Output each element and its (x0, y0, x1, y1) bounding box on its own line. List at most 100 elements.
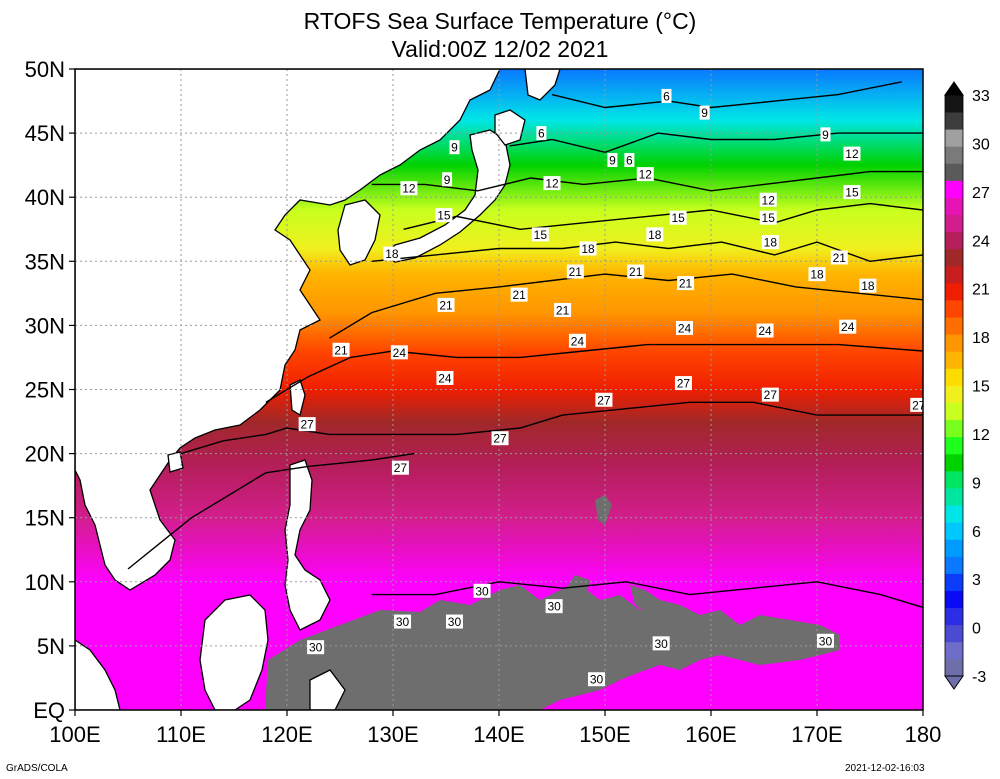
contour-label: 21 (679, 277, 693, 291)
contour-label-box (627, 264, 645, 279)
colorbar: -3 0 3 6 9 12 15 18 21 24 27 30 33 (944, 81, 990, 690)
x-tick-label: 170E (791, 722, 842, 747)
contour-label-box (449, 140, 460, 155)
contour-label: 30 (475, 584, 489, 598)
contour-label-box (588, 672, 606, 687)
colorbar-label: -3 (972, 669, 986, 686)
colorbar-swatch (945, 624, 963, 643)
contour-label-box (545, 599, 563, 614)
contour-label-box (491, 431, 509, 446)
contour-label-box (669, 210, 687, 225)
contour-label: 18 (581, 242, 595, 256)
warm-pool-patch (565, 575, 590, 605)
contour-label-box (761, 387, 779, 402)
contour-label-box (699, 105, 710, 120)
colorbar-swatch (945, 197, 963, 216)
grid-lines (75, 69, 923, 710)
colorbar-label: 27 (972, 185, 990, 202)
y-tick-label: 25N (25, 378, 65, 403)
contour-label: 27 (493, 432, 507, 446)
contour-label-box (676, 320, 693, 335)
colorbar-label: 21 (972, 282, 990, 299)
x-tick-label: 130E (367, 722, 418, 747)
y-tick-label: EQ (33, 698, 65, 723)
contour-label-box (843, 146, 861, 161)
y-tick-label: 10N (25, 570, 65, 595)
contour-label: 9 (701, 106, 708, 120)
contour-label: 30 (547, 600, 561, 614)
colorbar-swatch (945, 282, 963, 301)
x-tick-label: 110E (156, 722, 206, 747)
contour-label: 27 (597, 393, 611, 407)
colorbar-label: 6 (972, 524, 981, 541)
contour-label-box (579, 241, 597, 256)
contour-line-24 (265, 343, 923, 403)
contour-line-27 (127, 452, 415, 570)
contour-label: 27 (764, 388, 778, 402)
contour-label: 21 (569, 265, 583, 279)
colorbar-swatch (945, 607, 963, 626)
contour-label-box (636, 167, 654, 182)
contour-label-box (390, 345, 408, 360)
contour-label-box (830, 250, 848, 265)
colorbar-swatch (945, 641, 963, 660)
contour-label-box (531, 227, 549, 242)
y-tick-label: 5N (37, 634, 65, 659)
colorbar-swatch (945, 385, 963, 403)
colorbar-swatch (945, 95, 963, 113)
y-axis: EQ 5N 10N 15N 20N 25N 30N 35N 40N 45N 50N (25, 57, 75, 723)
contour-label: 15 (845, 186, 859, 200)
contour-label: 15 (437, 209, 451, 223)
y-tick-label: 40N (25, 185, 65, 210)
contour-label: 9 (444, 173, 451, 187)
x-tick-label: 150E (579, 722, 630, 747)
contour-label: 24 (758, 324, 772, 338)
contour-label: 18 (810, 268, 824, 282)
contour-label: 12 (545, 177, 559, 191)
contour-label: 24 (841, 320, 855, 334)
contour-label-box (816, 633, 834, 648)
warm-pool-patch (630, 585, 660, 615)
colorbar-arrow-bottom (944, 675, 964, 690)
contour-label: 21 (833, 251, 847, 265)
contour-line-18 (371, 241, 923, 263)
colorbar-swatch (945, 248, 963, 267)
colorbar-swatch (945, 573, 963, 591)
contour-label: 12 (845, 147, 859, 161)
contour-label-box (910, 397, 923, 412)
y-tick-label: 15N (25, 506, 65, 531)
colorbar-swatch (945, 129, 963, 147)
contour-label-box (437, 297, 455, 312)
colorbar-swatch (945, 351, 963, 369)
contour-label-box (536, 126, 547, 141)
contour-label: 24 (571, 334, 585, 348)
colorbar-swatch (945, 112, 963, 130)
contour-label: 30 (448, 615, 462, 629)
contour-label: 15 (534, 228, 548, 242)
credit-label: GrADS/COLA (6, 763, 68, 774)
contour-label-box (298, 417, 316, 432)
contour-label: 12 (762, 193, 776, 207)
x-tick-label: 140E (473, 722, 524, 747)
contour-label: 15 (762, 211, 776, 225)
colorbar-label: 3 (972, 572, 981, 589)
contour-label: 27 (912, 398, 926, 412)
colorbar-swatch (945, 556, 963, 574)
colorbar-arrow-top (944, 81, 964, 96)
colorbar-swatch (945, 470, 963, 489)
contour-label: 18 (385, 247, 399, 261)
y-tick-label: 45N (25, 121, 65, 146)
colorbar-swatch (945, 522, 963, 540)
colorbar-label: 18 (972, 330, 990, 347)
contour-line-6 (551, 81, 902, 109)
contour-label: 30 (819, 634, 833, 648)
chart-title: RTOFS Sea Surface Temperature (°C) (303, 8, 697, 34)
contour-label: 9 (451, 141, 458, 155)
contour-label-box (554, 303, 572, 318)
colorbar-swatch (945, 231, 963, 250)
y-tick-label: 35N (25, 249, 65, 274)
contour-label-box (307, 640, 325, 655)
contour-label-box (510, 287, 528, 302)
